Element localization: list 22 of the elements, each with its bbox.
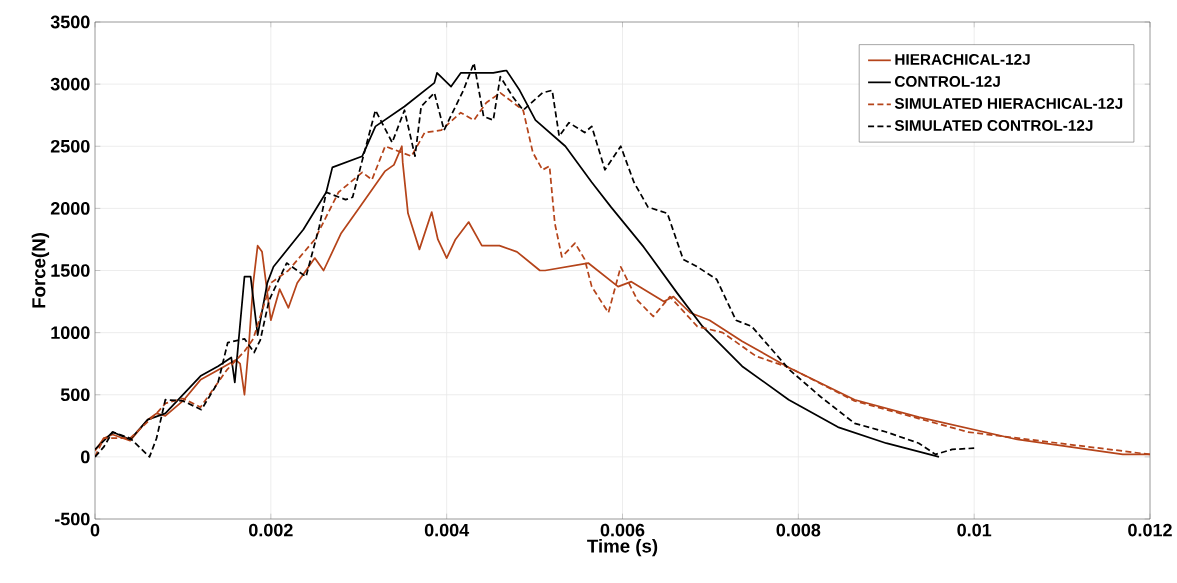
y-tick-label: 3000 xyxy=(50,77,90,91)
y-tick-label: 1000 xyxy=(51,326,90,339)
y-tick-label: -500 xyxy=(54,512,90,526)
x-tick-label: 0.002 xyxy=(249,523,293,537)
legend-label: SIMULATED CONTROL-12J xyxy=(894,120,1093,131)
x-tick-label: 0.012 xyxy=(1128,523,1172,537)
x-tick-label: 0 xyxy=(90,523,100,537)
x-tick-label: 0.01 xyxy=(957,523,992,537)
y-tick-label: 2500 xyxy=(50,139,90,153)
y-tick-label: 1500 xyxy=(51,264,90,277)
y-tick-label: 2000 xyxy=(50,202,90,215)
y-tick-label: 0 xyxy=(81,450,90,464)
x-tick-label: 0.008 xyxy=(776,523,821,537)
x-tick-label: 0.004 xyxy=(424,523,470,537)
y-axis-title: Force(N) xyxy=(31,233,50,308)
y-tick-label: 500 xyxy=(60,388,90,402)
legend-label: HIERACHICAL-12J xyxy=(895,53,1030,65)
x-tick-label: 0.006 xyxy=(600,523,645,537)
legend-label: CONTROL-12J xyxy=(895,76,1000,87)
legend-label: SIMULATED HIERACHICAL-12J xyxy=(894,98,1123,109)
y-tick-label: 3500 xyxy=(50,15,90,29)
x-axis-title: Time (s) xyxy=(587,538,658,557)
